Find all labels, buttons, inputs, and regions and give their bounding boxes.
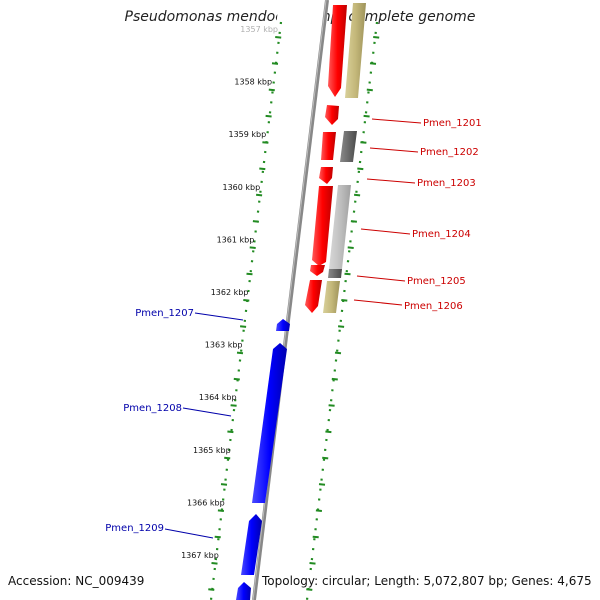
gene-label-pmen-1203[interactable]: Pmen_1203 — [417, 178, 476, 189]
kbp-tick — [249, 246, 256, 249]
kbp-tick — [236, 351, 244, 355]
kbp-tick — [252, 220, 259, 223]
kbp-tick — [350, 220, 357, 223]
kbp-tick — [363, 114, 370, 118]
gene-arrow-forward[interactable] — [325, 105, 339, 125]
gene-label-pmen-1209[interactable]: Pmen_1209 — [105, 523, 164, 534]
kbp-tick — [366, 88, 373, 92]
kbp-tick — [309, 562, 316, 565]
kbp-tick — [338, 325, 345, 328]
kbp-tick — [315, 509, 322, 512]
kbp-tick — [271, 62, 279, 65]
kbp-label: 1366 kbp — [187, 498, 225, 507]
kbp-tick — [347, 246, 354, 249]
kbp-tick — [246, 272, 253, 276]
gene-label-pmen-1202[interactable]: Pmen_1202 — [420, 147, 479, 158]
kbp-label: 1360 kbp — [222, 183, 260, 192]
kbp-tick — [318, 483, 326, 486]
kbp-tick — [208, 588, 215, 591]
kbp-tick — [341, 299, 348, 302]
kbp-label: 1364 kbp — [199, 393, 237, 402]
kbp-label: 1358 kbp — [234, 78, 272, 87]
gene-arrow-forward[interactable] — [310, 265, 325, 276]
gene-arrow-forward[interactable] — [319, 167, 333, 184]
kbp-tick — [227, 430, 234, 434]
gene-label-pmen-1201[interactable]: Pmen_1201 — [423, 118, 482, 129]
kbp-label: 1363 kbp — [205, 341, 243, 350]
accession-text: Accession: NC_009439 — [8, 574, 145, 588]
feature-block-light — [329, 185, 351, 269]
kbp-label: 1365 kbp — [193, 446, 231, 455]
kbp-tick — [360, 141, 367, 144]
kbp-tick — [306, 588, 313, 591]
kbp-tick — [328, 404, 335, 407]
gene-label-pmen-1206[interactable]: Pmen_1206 — [404, 301, 463, 312]
kbp-tick — [217, 509, 224, 512]
gene-label-pmen-1208[interactable]: Pmen_1208 — [123, 403, 182, 414]
kbp-tick — [214, 535, 221, 539]
gene-label-pmen-1204[interactable]: Pmen_1204 — [412, 229, 471, 240]
kbp-tick — [268, 88, 275, 92]
kbp-tick — [373, 36, 380, 39]
kbp-tick — [322, 456, 329, 460]
kbp-tick — [259, 167, 266, 171]
forward-callouts — [353, 118, 422, 306]
kbp-tick — [334, 351, 342, 355]
feature-block-olive — [323, 281, 340, 313]
kbp-tick — [357, 167, 364, 171]
feature-block-dark — [340, 131, 357, 162]
genome-backbone — [252, 0, 329, 600]
kbp-tick — [240, 325, 247, 328]
inner-tick-ring — [209, 21, 283, 600]
gene-label-pmen-1207[interactable]: Pmen_1207 — [135, 308, 194, 319]
genome-band — [212, 0, 328, 600]
gene-label-pmen-1205[interactable]: Pmen_1205 — [407, 276, 466, 287]
kbp-label: 1357 kbp — [240, 25, 278, 34]
gene-arrow-forward[interactable] — [328, 5, 347, 97]
gene-arrow-reverse[interactable] — [236, 582, 251, 600]
kbp-tick — [262, 141, 269, 144]
gene-arrow-reverse[interactable] — [276, 319, 290, 331]
kbp-tick — [354, 193, 361, 197]
reverse-callouts — [164, 312, 244, 539]
kbp-label: 1362 kbp — [211, 288, 249, 297]
gene-arrow-reverse[interactable] — [241, 514, 262, 575]
kbp-tick — [256, 193, 263, 197]
genome-stats-text: Topology: circular; Length: 5,072,807 bp… — [262, 574, 596, 588]
kbp-tick — [243, 299, 250, 302]
kbp-tick — [265, 114, 272, 118]
kbp-tick — [233, 377, 240, 381]
kbp-tick — [220, 483, 228, 486]
kbp-tick — [224, 456, 231, 460]
kbp-tick — [275, 36, 282, 39]
kbp-tick — [331, 377, 338, 381]
gene-arrow-forward[interactable] — [312, 186, 333, 266]
kbp-tick — [312, 535, 319, 539]
kbp-ticks — [208, 36, 380, 591]
kbp-label: 1361 kbp — [217, 235, 255, 244]
kbp-tick — [230, 404, 237, 407]
kbp-label: 1367 kbp — [181, 551, 219, 560]
gene-arrow-forward[interactable] — [305, 280, 322, 313]
feature-block-dark — [328, 269, 342, 278]
gene-arrow-forward[interactable] — [321, 132, 336, 160]
feature-block-olive — [345, 3, 366, 98]
kbp-tick — [325, 430, 332, 434]
kbp-tick — [369, 62, 377, 65]
kbp-labels: 1357 kbp 1358 kbp 1359 kbp 1360 kbp 1361 kbp… — [181, 25, 278, 560]
kbp-tick — [211, 562, 218, 565]
kbp-label: 1359 kbp — [228, 130, 266, 139]
gene-arrow-reverse[interactable] — [252, 343, 287, 503]
outer-tick-ring — [305, 21, 379, 600]
kbp-tick — [344, 272, 351, 276]
